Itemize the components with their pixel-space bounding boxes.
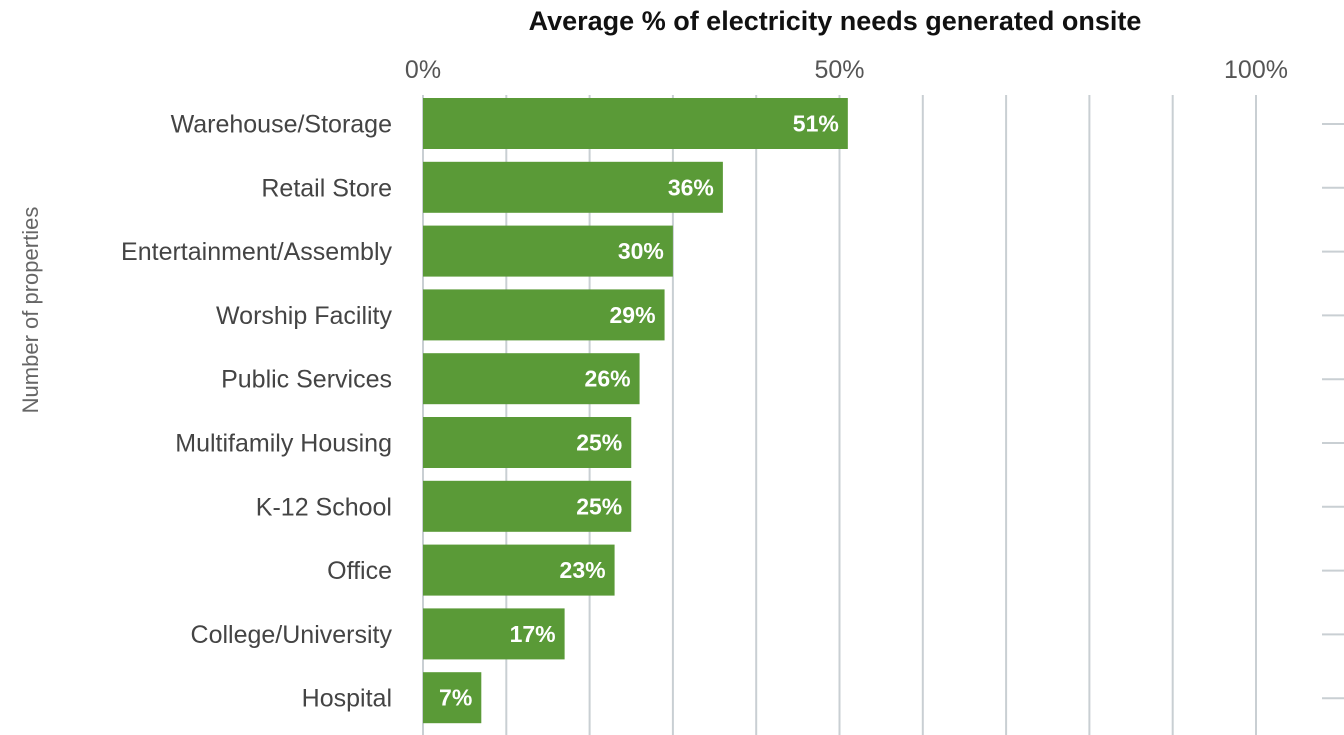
value-label: 30% [618,238,664,264]
value-label: 25% [576,430,622,456]
category-label: College/University [191,621,393,649]
x-axis-ticks: 0% 50% 100% [405,56,1288,84]
category-label: Multifamily Housing [175,430,392,458]
bar [423,672,482,724]
category-label: Hospital [302,685,392,713]
category-label: Worship Facility [216,302,392,330]
bar [423,353,640,405]
value-label: 29% [610,302,656,328]
x-tick-label: 50% [814,56,864,84]
bar [423,225,673,277]
y-axis-label: Number of properties [18,207,43,414]
bar [423,417,632,468]
value-label: 17% [510,621,556,647]
value-label: 7% [439,685,472,711]
category-label: Entertainment/Assembly [121,238,392,266]
bars [423,98,848,724]
value-label: 25% [576,493,622,519]
category-label: Office [327,557,392,585]
x-tick-label: 0% [405,56,441,84]
value-label: 36% [668,174,714,200]
bar [423,480,632,532]
bar [423,289,665,341]
x-tick-label: 100% [1224,56,1288,84]
value-labels: 51% 36% 30% 29% 26% 25% 25% 23% 17% 7% [439,111,839,711]
chart-title: Average % of electricity needs generated… [529,6,1142,36]
category-label: Retail Store [261,174,392,202]
category-label: Warehouse/Storage [171,111,392,139]
category-label: K-12 School [256,493,392,521]
value-label: 23% [560,557,606,583]
value-label: 26% [585,366,631,392]
bar [423,98,848,149]
bar [423,544,615,596]
value-label: 51% [793,111,839,137]
category-labels: Warehouse/Storage Retail Store Entertainme… [121,111,392,713]
bar [423,161,723,213]
category-label: Public Services [221,366,392,394]
bar [423,608,565,660]
